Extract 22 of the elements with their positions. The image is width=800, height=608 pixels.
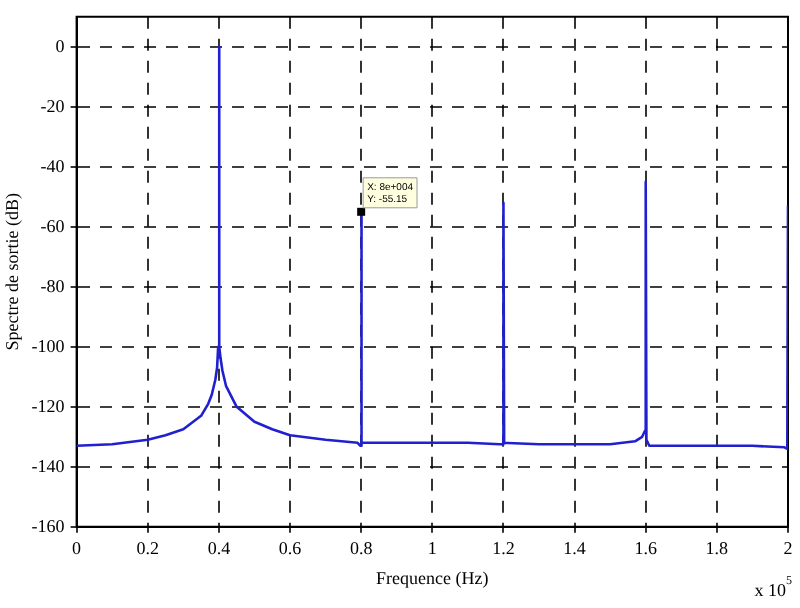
x-tick-label: 0 bbox=[72, 538, 83, 559]
y-tick-label: -80 bbox=[40, 275, 66, 296]
x-tick-label: 1 bbox=[427, 538, 437, 559]
y-tick-label: -140 bbox=[31, 455, 66, 476]
x-tick-label: 0.8 bbox=[349, 538, 374, 559]
x-tick-label: 2 bbox=[783, 538, 793, 559]
x-tick-label: 1.8 bbox=[705, 538, 730, 559]
y-tick-label: 0 bbox=[55, 35, 66, 56]
x-tick-label: 1.2 bbox=[492, 538, 515, 559]
y-tick-label: -60 bbox=[40, 215, 66, 236]
y-tick-label: -40 bbox=[40, 155, 66, 176]
x-tick-label: 1.4 bbox=[563, 538, 587, 559]
x-tick-label: 1.6 bbox=[634, 538, 658, 559]
x-axis-title: Frequence (Hz) bbox=[376, 567, 489, 588]
x-tick-label: 0.6 bbox=[278, 538, 303, 559]
y-tick-label: -20 bbox=[40, 95, 66, 116]
y-axis-title: Spectre de sortie (dB) bbox=[1, 193, 22, 351]
x-tick-label: 0.4 bbox=[207, 538, 232, 559]
y-tick-label: -160 bbox=[31, 515, 66, 536]
y-tick-label: -100 bbox=[31, 335, 66, 356]
x-tick-label: 0.2 bbox=[136, 538, 159, 559]
y-tick-label: -120 bbox=[31, 395, 66, 416]
